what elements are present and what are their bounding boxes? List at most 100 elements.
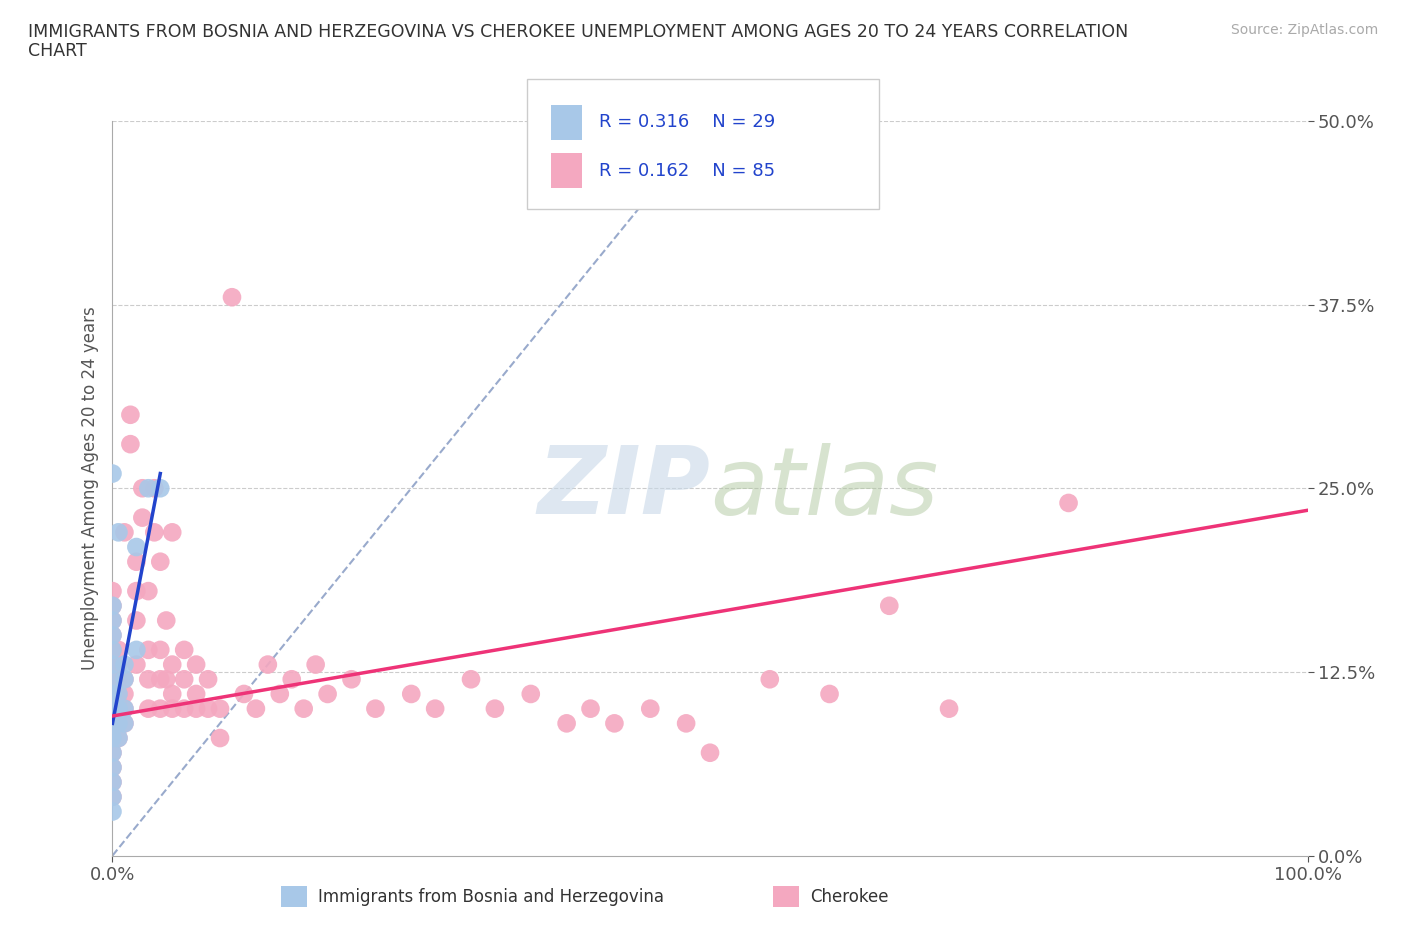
Point <box>425 701 447 716</box>
Point <box>101 745 124 760</box>
Point <box>101 760 124 775</box>
Point <box>149 671 172 686</box>
Point <box>879 598 901 613</box>
Point <box>101 745 124 760</box>
Point <box>675 716 697 731</box>
Point <box>125 613 148 628</box>
Point <box>101 643 124 658</box>
Point <box>101 775 124 790</box>
Point <box>162 701 183 716</box>
Point <box>603 716 626 731</box>
Point <box>233 686 256 701</box>
Point <box>186 701 208 716</box>
Point <box>101 790 124 804</box>
Text: R = 0.162    N = 85: R = 0.162 N = 85 <box>599 162 775 179</box>
Point <box>257 658 280 672</box>
Point <box>101 628 124 643</box>
Point <box>125 584 148 599</box>
Point <box>101 804 124 819</box>
Point <box>101 790 124 804</box>
Point <box>162 658 183 672</box>
Point <box>221 290 243 305</box>
Point <box>101 671 124 686</box>
Point <box>162 686 183 701</box>
Point <box>149 701 172 716</box>
Point <box>143 481 166 496</box>
Point <box>101 658 124 672</box>
Point <box>114 716 135 731</box>
Point <box>114 716 135 731</box>
Point <box>364 701 387 716</box>
Point <box>107 671 129 686</box>
Point <box>114 658 135 672</box>
Point <box>101 671 124 686</box>
Point <box>101 613 124 628</box>
Text: Cherokee: Cherokee <box>810 887 889 906</box>
Point <box>125 643 148 658</box>
Point <box>120 407 142 422</box>
Point <box>143 525 166 539</box>
Point <box>173 643 195 658</box>
Point <box>149 643 172 658</box>
Point <box>173 671 195 686</box>
Point <box>149 481 172 496</box>
Point <box>149 554 172 569</box>
Text: Immigrants from Bosnia and Herzegovina: Immigrants from Bosnia and Herzegovina <box>318 887 664 906</box>
Point <box>209 701 232 716</box>
Point <box>107 701 129 716</box>
Text: IMMIGRANTS FROM BOSNIA AND HERZEGOVINA VS CHEROKEE UNEMPLOYMENT AMONG AGES 20 TO: IMMIGRANTS FROM BOSNIA AND HERZEGOVINA V… <box>28 23 1129 41</box>
Point <box>101 598 124 613</box>
Point <box>101 686 124 701</box>
Point <box>138 643 160 658</box>
Point <box>281 671 304 686</box>
Point <box>125 539 148 554</box>
Point <box>107 686 129 701</box>
Point <box>101 701 124 716</box>
Point <box>460 671 482 686</box>
Point <box>155 613 177 628</box>
Point <box>101 716 124 731</box>
Point <box>120 437 142 452</box>
Point <box>101 658 124 672</box>
Point <box>316 686 339 701</box>
Point <box>131 481 153 496</box>
Point <box>101 760 124 775</box>
Point <box>107 701 129 716</box>
Point <box>107 716 129 731</box>
Point <box>186 658 208 672</box>
Point <box>114 686 135 701</box>
Text: Source: ZipAtlas.com: Source: ZipAtlas.com <box>1230 23 1378 37</box>
Text: CHART: CHART <box>28 42 87 60</box>
Point <box>114 671 135 686</box>
Point <box>107 686 129 701</box>
Point <box>173 701 195 716</box>
Point <box>759 671 782 686</box>
Point <box>155 671 177 686</box>
Point <box>197 701 219 716</box>
Point <box>138 481 160 496</box>
Point <box>1057 496 1080 511</box>
Point <box>107 731 129 746</box>
Point <box>340 671 363 686</box>
Point <box>107 525 129 539</box>
Point <box>125 658 148 672</box>
Point <box>107 643 129 658</box>
Point <box>131 511 153 525</box>
Point <box>520 686 543 701</box>
Point <box>938 701 960 716</box>
Point <box>818 686 841 701</box>
Text: ZIP: ZIP <box>537 443 710 534</box>
Point <box>101 643 124 658</box>
Point <box>555 716 578 731</box>
Point <box>101 628 124 643</box>
Point <box>101 613 124 628</box>
Point <box>107 716 129 731</box>
Point <box>101 686 124 701</box>
Point <box>162 525 183 539</box>
Point <box>305 658 328 672</box>
Point <box>114 525 135 539</box>
Point <box>101 731 124 746</box>
Point <box>101 716 124 731</box>
Point <box>138 701 160 716</box>
Point <box>101 775 124 790</box>
